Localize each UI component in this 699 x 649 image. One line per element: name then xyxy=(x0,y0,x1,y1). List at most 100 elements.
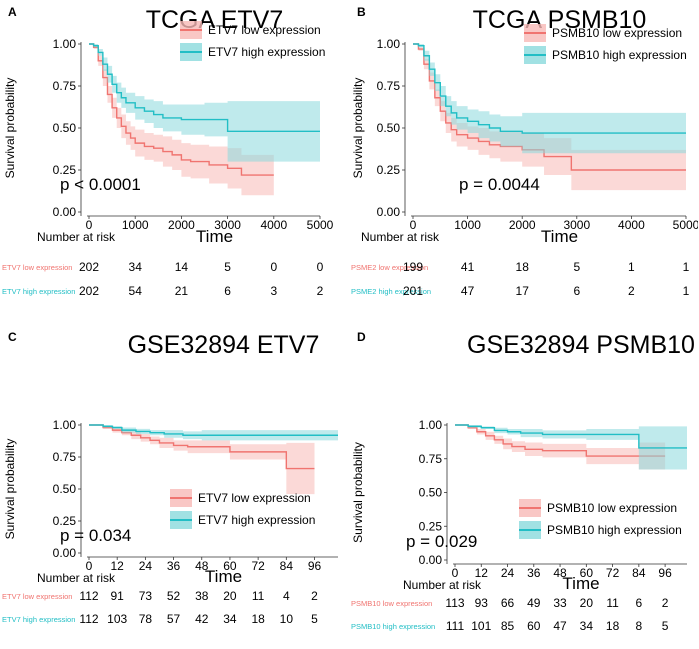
x-tick-label: 2000 xyxy=(509,218,536,232)
risk-count: 20 xyxy=(580,596,594,610)
risk-count: 2 xyxy=(628,284,635,298)
risk-count: 5 xyxy=(573,260,580,274)
x-tick-label: 1000 xyxy=(122,218,149,232)
y-axis-label: Survival probability xyxy=(351,442,365,543)
x-tick-label: 24 xyxy=(501,566,515,580)
risk-count: 1 xyxy=(683,260,690,274)
x-axis-label: Time xyxy=(562,574,599,593)
chart-title: TCGA PSMB10 xyxy=(473,6,647,34)
x-tick-label: 5000 xyxy=(673,218,698,232)
x-tick-label: 24 xyxy=(139,559,153,573)
x-axis-label: Time xyxy=(205,567,242,586)
risk-row-label-low: ETV7 low expression xyxy=(2,592,72,601)
risk-count: 5 xyxy=(224,260,231,274)
y-tick-label: 1.00 xyxy=(53,418,77,432)
km-chart-c: C GSE32894 ETV7 0.00 0.25 0.50 0.75 1.00 Surviv… xyxy=(2,330,338,626)
risk-count: 54 xyxy=(129,284,143,298)
x-tick-label: 96 xyxy=(658,566,672,580)
legend-label-low: ETV7 low expression xyxy=(208,23,321,37)
legend-label-high: ETV7 high expression xyxy=(208,45,325,59)
risk-count: 111 xyxy=(446,619,465,633)
legend-label-low: ETV7 low expression xyxy=(198,491,311,505)
y-tick-label: 0.00 xyxy=(53,205,77,219)
risk-count: 4 xyxy=(283,589,290,603)
x-tick-label: 48 xyxy=(195,559,209,573)
risk-count: 1 xyxy=(683,284,690,298)
risk-count: 49 xyxy=(527,596,541,610)
y-tick-label: 0.00 xyxy=(377,205,401,219)
risk-count: 34 xyxy=(223,612,237,626)
survival-curve-low xyxy=(455,424,666,457)
x-tick-label: 1000 xyxy=(454,218,481,232)
x-tick-label: 5000 xyxy=(307,218,334,232)
km-panel-a: A TCGA ETV7 0.00 0.25 0.50 0.75 1.00 Survival p… xyxy=(0,0,349,324)
legend-label-high: PSMB10 high expression xyxy=(552,48,687,62)
risk-count: 34 xyxy=(129,260,143,274)
x-tick-label: 3000 xyxy=(214,218,241,232)
risk-count: 2 xyxy=(311,589,318,603)
y-tick-label: 0.75 xyxy=(53,450,77,464)
y-tick-label: 0.50 xyxy=(419,486,443,500)
risk-table-title: Number at risk xyxy=(37,230,116,244)
risk-count: 18 xyxy=(251,612,265,626)
x-tick-label: 2000 xyxy=(168,218,195,232)
y-tick-label: 0.25 xyxy=(53,163,77,177)
risk-count: 14 xyxy=(175,260,189,274)
risk-row-label-low: ETV7 low expression xyxy=(2,263,72,272)
y-tick-label: 0.75 xyxy=(53,79,77,93)
panel-label: B xyxy=(357,5,366,19)
survival-curve-high xyxy=(89,424,338,436)
y-axis-label: Survival probability xyxy=(351,78,365,179)
survival-curve-high xyxy=(455,424,687,449)
risk-count: 20 xyxy=(223,589,237,603)
x-tick-label: 0 xyxy=(452,566,459,580)
risk-count: 47 xyxy=(553,619,567,633)
confidence-band-high xyxy=(413,44,686,154)
chart-title: TCGA ETV7 xyxy=(146,6,284,34)
risk-count: 93 xyxy=(475,596,489,610)
p-value: p < 0.0001 xyxy=(60,175,141,194)
p-value: p = 0.029 xyxy=(406,532,477,551)
risk-count: 34 xyxy=(580,619,594,633)
x-tick-label: 3000 xyxy=(563,218,590,232)
x-tick-label: 36 xyxy=(167,559,181,573)
y-axis-label: Survival probability xyxy=(3,78,17,179)
x-tick-label: 84 xyxy=(632,566,646,580)
risk-count: 38 xyxy=(195,589,209,603)
risk-count: 1 xyxy=(628,260,635,274)
x-tick-label: 12 xyxy=(111,559,125,573)
y-tick-label: 1.00 xyxy=(419,418,443,432)
risk-row-label-high: ETV7 high expression xyxy=(2,287,75,296)
risk-count: 101 xyxy=(471,619,491,633)
y-tick-label: 0.00 xyxy=(53,546,77,560)
risk-count: 103 xyxy=(107,612,127,626)
x-tick-label: 4000 xyxy=(618,218,645,232)
risk-count: 3 xyxy=(270,284,277,298)
panel-label: A xyxy=(8,5,17,19)
risk-count: 199 xyxy=(403,260,423,274)
confidence-band-low xyxy=(455,425,666,470)
x-tick-label: 0 xyxy=(410,218,417,232)
p-value: p = 0.0044 xyxy=(459,175,540,194)
risk-count: 73 xyxy=(139,589,153,603)
y-tick-label: 0.25 xyxy=(377,163,401,177)
risk-count: 0 xyxy=(317,260,324,274)
y-tick-label: 0.75 xyxy=(419,452,443,466)
risk-count: 202 xyxy=(79,284,99,298)
risk-count: 60 xyxy=(527,619,541,633)
legend-label-low: PSMB10 low expression xyxy=(552,26,682,40)
risk-count: 6 xyxy=(636,596,643,610)
confidence-band-high xyxy=(89,425,338,441)
risk-count: 6 xyxy=(573,284,580,298)
km-panel-c: C GSE32894 ETV7 0.00 0.25 0.50 0.75 1.00 Surviv… xyxy=(0,325,349,649)
x-tick-label: 72 xyxy=(606,566,620,580)
risk-count: 5 xyxy=(662,619,669,633)
risk-count: 6 xyxy=(224,284,231,298)
survival-curve-high xyxy=(89,43,320,133)
x-tick-label: 0 xyxy=(86,559,93,573)
risk-count: 66 xyxy=(501,596,515,610)
x-axis-label: Time xyxy=(196,227,233,246)
y-tick-label: 0.25 xyxy=(53,514,77,528)
p-value: p = 0.034 xyxy=(60,526,131,545)
x-tick-label: 96 xyxy=(308,559,322,573)
